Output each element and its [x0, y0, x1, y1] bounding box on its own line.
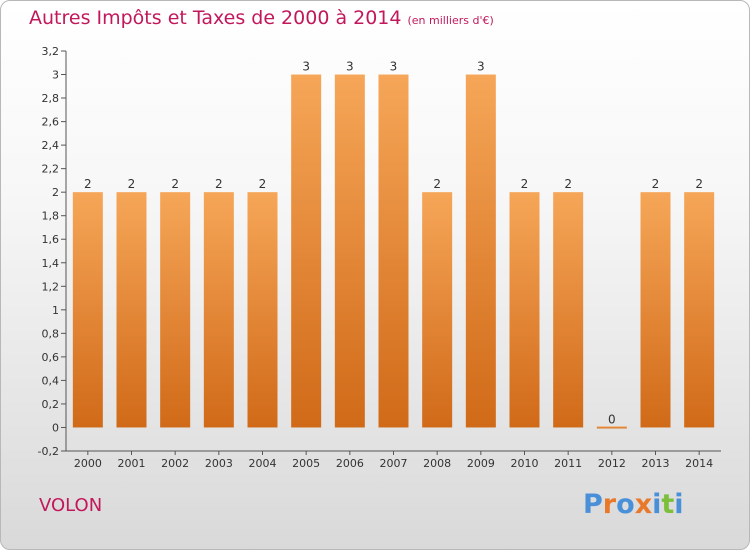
data-label: 2	[521, 177, 529, 191]
y-tick-label: 0,4	[42, 374, 60, 387]
y-tick-label: 2,8	[42, 92, 60, 105]
x-tick-label: 2005	[292, 457, 320, 470]
y-tick-label: 0,6	[42, 351, 60, 364]
y-tick-label: 1	[52, 304, 59, 317]
chart-title: Autres Impôts et Taxes de 2000 à 2014 (en…	[29, 7, 494, 29]
y-tick-label: -0,2	[38, 445, 59, 458]
y-tick-label: 1,2	[42, 280, 60, 293]
data-label: 2	[128, 177, 136, 191]
bar-2002	[160, 192, 191, 428]
data-label: 2	[433, 177, 441, 191]
y-tick-label: 1,8	[42, 210, 60, 223]
x-tick-label: 2014	[685, 457, 713, 470]
bar-2005	[291, 74, 322, 428]
bar-2006	[334, 74, 365, 428]
x-tick-label: 2004	[249, 457, 277, 470]
logo-letter: i	[652, 489, 662, 520]
bar-2003	[203, 192, 234, 428]
data-label: 3	[477, 60, 485, 74]
y-tick-label: 2,6	[42, 116, 60, 129]
commune-name: VOLON	[39, 495, 103, 516]
logo-letter: o	[616, 489, 635, 520]
logo-letter: t	[661, 489, 675, 520]
proxiti-logo: Proxiti	[583, 489, 684, 520]
bar-2010	[509, 192, 540, 428]
data-label: 2	[652, 177, 660, 191]
y-tick-label: 2	[52, 186, 59, 199]
bar-2014	[684, 192, 715, 428]
data-label: 2	[695, 177, 703, 191]
logo-letter: P	[583, 489, 603, 520]
bar-2009	[465, 74, 496, 428]
x-tick-label: 2012	[598, 457, 626, 470]
data-label: 2	[564, 177, 572, 191]
bar-2013	[640, 192, 671, 428]
logo-letter: r	[602, 489, 617, 520]
y-tick-label: 0	[52, 421, 59, 434]
data-label: 2	[259, 177, 267, 191]
x-tick-label: 2006	[336, 457, 364, 470]
logo-letter: i	[674, 489, 684, 520]
x-tick-label: 2010	[511, 457, 539, 470]
data-label: 2	[84, 177, 92, 191]
x-tick-label: 2011	[554, 457, 582, 470]
x-tick-label: 2013	[642, 457, 670, 470]
data-label: 2	[215, 177, 223, 191]
x-tick-label: 2007	[380, 457, 408, 470]
y-tick-label: 1,4	[42, 257, 60, 270]
data-label: 3	[346, 60, 354, 74]
y-tick-label: 0,2	[42, 398, 60, 411]
y-tick-label: 2,4	[42, 139, 60, 152]
x-tick-label: 2009	[467, 457, 495, 470]
logo-letter: x	[634, 489, 653, 520]
x-tick-label: 2008	[423, 457, 451, 470]
data-label: 3	[390, 60, 398, 74]
x-tick-label: 2003	[205, 457, 233, 470]
x-tick-label: 2002	[161, 457, 189, 470]
x-tick-label: 2000	[74, 457, 102, 470]
unit-label: (en milliers d'€)	[407, 14, 494, 27]
y-tick-label: 3	[52, 69, 59, 82]
y-tick-label: 3,2	[42, 45, 60, 58]
bar-2011	[553, 192, 584, 428]
data-label: 0	[608, 412, 616, 426]
bar-2012	[596, 426, 627, 429]
x-tick-label: 2001	[118, 457, 146, 470]
bar-2000	[72, 192, 103, 428]
bar-2008	[422, 192, 453, 428]
y-tick-label: 2,2	[42, 163, 60, 176]
y-tick-label: 1,6	[42, 233, 60, 246]
bar-2001	[116, 192, 147, 428]
bar-2007	[378, 74, 409, 428]
data-label: 3	[302, 60, 310, 74]
y-tick-label: 0,8	[42, 327, 60, 340]
data-label: 2	[171, 177, 179, 191]
chart-title-text: Autres Impôts et Taxes de 2000 à 2014	[29, 7, 402, 29]
bar-2004	[247, 192, 278, 428]
